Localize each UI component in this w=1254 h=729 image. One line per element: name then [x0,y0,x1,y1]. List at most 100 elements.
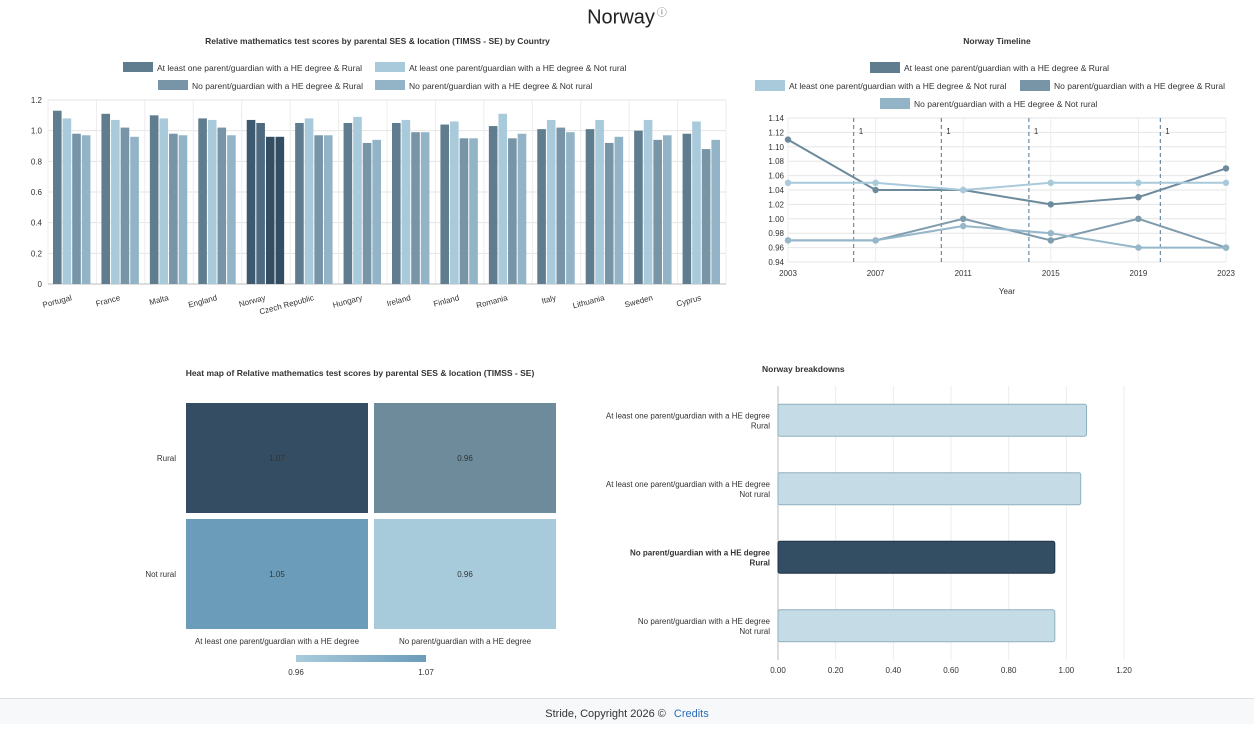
y-tick-label: 0.6 [31,188,43,197]
y-tick-label: 1.10 [768,143,784,152]
bar [643,119,653,284]
bar [498,113,508,284]
x-tick-label: Cyprus [675,293,702,308]
bar [275,136,285,284]
y-tick-label: 1.00 [768,215,784,224]
x-tick-label: Finland [432,293,460,308]
bar [537,129,546,284]
bar [362,142,372,284]
x-tick-label: 2007 [867,269,885,278]
bar [130,136,139,284]
footer: Stride, Copyright 2026 © Credits [0,698,1254,724]
y-tick-label: 1.14 [768,114,784,123]
bar [101,113,111,284]
data-point [1135,179,1142,186]
x-tick-label: 1.20 [1116,666,1132,675]
bar [265,136,275,284]
heatmap-title: Heat map of Relative mathematics test sc… [185,368,535,378]
breakdown-bar-chart: 0.00 0.20 0.40 0.60 0.80 1.00 1.20 At least one… [606,386,1132,675]
x-tick-label: England [187,293,218,309]
y-tick-label: 1.12 [768,128,784,137]
data-point [1047,230,1054,237]
bar [682,133,692,284]
color-scale-min: 0.96 [288,668,304,677]
bar [692,121,701,284]
heatmap-cell [186,403,368,513]
y-tick-label: 0.94 [768,258,784,267]
data-point [1222,244,1230,251]
bar [62,118,72,285]
data-point [784,136,792,143]
category-label-line1: At least one parent/guardian with a HE d… [606,411,771,420]
category-label-line1: No parent/guardian with a HE degree [638,617,771,626]
y-tick-label: 0.2 [31,249,43,258]
annotation-label: 1 [859,127,864,136]
heatmap-cell-value: 0.96 [457,570,473,579]
bar [372,139,381,284]
bar [314,135,323,284]
x-tick-label: Lithuania [572,293,606,310]
bar [604,142,614,284]
bar [585,129,595,284]
y-tick-label: 1.06 [768,172,784,181]
bar [81,135,91,284]
data-point [1135,194,1142,201]
y-tick-label: 1.04 [768,186,784,195]
data-point [872,179,879,186]
copyright-text: Stride, Copyright 2026 © [545,708,666,720]
category-label-line2: Not rural [739,627,770,636]
bar [217,127,227,284]
heatmap-cell [374,519,556,629]
x-tick-label: 2003 [779,269,797,278]
x-axis-title: Year [999,287,1016,296]
bar [459,138,469,284]
y-tick-label: 0.96 [768,244,784,253]
x-tick-label: France [95,293,122,308]
breakdown-title: Norway breakdowns [762,364,845,374]
legend-swatch [375,62,405,72]
legend-label: No parent/guardian with a HE degree & No… [914,99,1097,109]
category-label-line2: Rural [751,421,770,430]
bar [595,119,604,284]
legend-swatch [870,62,900,73]
data-point [1047,237,1054,244]
x-tick-label: Sweden [624,293,654,309]
credits-link[interactable]: Credits [673,708,709,720]
heatmap-row-label: Not rural [145,570,176,579]
y-tick-label: 1.02 [768,200,784,209]
heatmap-cell-value: 1.07 [269,454,285,463]
page-title: Norway ⓘ [0,4,1254,30]
heatmap-row-label: Rural [157,454,176,463]
info-circle-icon[interactable]: ⓘ [656,8,667,19]
legend-label: At least one parent/guardian with a HE d… [157,63,362,73]
bar [53,110,62,284]
x-tick-label: 2015 [1042,269,1060,278]
y-tick-label: 1.08 [768,157,784,166]
heatmap-column-label: No parent/guardian with a HE degree [399,637,532,646]
bar [662,135,672,284]
bar [256,123,265,284]
bar [420,132,430,284]
bar [401,119,411,284]
series-line [788,181,1226,192]
bar [653,139,662,284]
legend-swatch [755,80,785,91]
x-tick-label: Portugal [42,293,73,309]
heatmap-cell-value: 0.96 [457,454,473,463]
data-point [1047,201,1054,208]
heatmap-cell [186,519,368,629]
data-point [1222,165,1230,172]
legend-label: No parent/guardian with a HE degree & Ru… [1054,81,1225,91]
legend-swatch [123,62,153,72]
timeline-chart-title: Norway Timeline [963,36,1031,46]
x-tick-label: Ireland [386,293,412,308]
bar [634,130,643,284]
legend-label: No parent/guardian with a HE degree & No… [409,81,592,91]
heatmap-chart: Rural 1.07 0.96 Not rural 1.05 0.96 At least o… [145,403,556,677]
data-point [1047,179,1054,186]
data-point [784,237,792,244]
x-tick-label: 0.00 [770,666,786,675]
data-point [960,215,967,222]
x-tick-label: 0.20 [828,666,844,675]
category-label-line1: No parent/guardian with a HE degree [630,548,771,557]
